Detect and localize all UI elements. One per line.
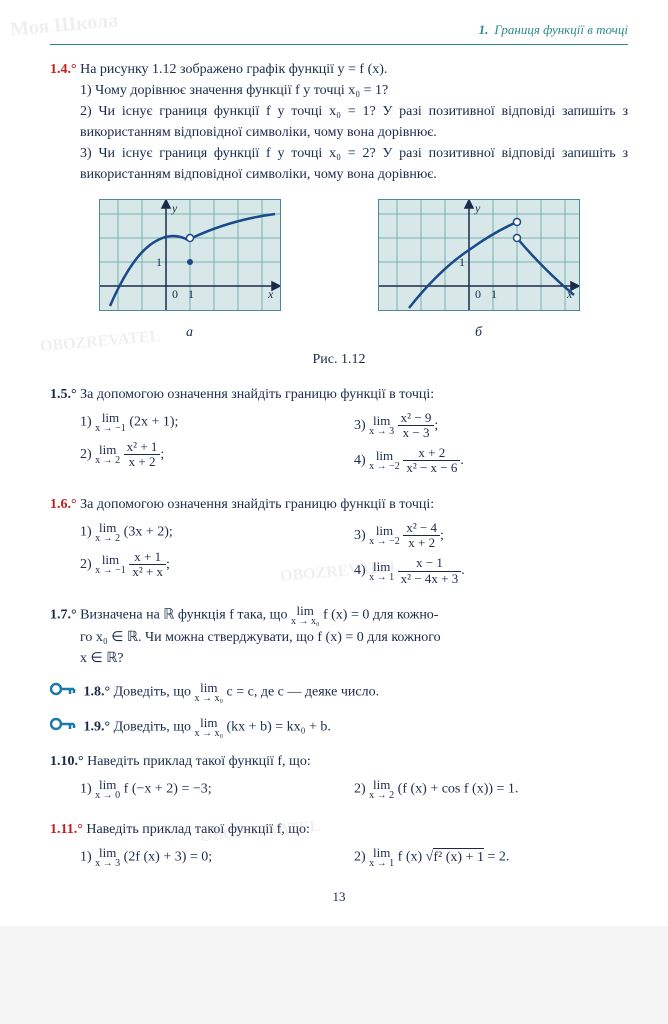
problem-1-11: 1.11.° Наведіть приклад такої функції f,… bbox=[50, 819, 628, 875]
problem-1-5: 1.5.° За допомогою означення знайдіть гр… bbox=[50, 384, 628, 482]
problem-number: 1.5.° bbox=[50, 387, 77, 402]
graph-b-box: 1 0 1 x y б bbox=[378, 199, 580, 343]
text: (kx + b) = kx₀ + b. bbox=[227, 720, 331, 735]
key-icon bbox=[50, 717, 76, 738]
svg-text:y: y bbox=[474, 201, 481, 215]
page-number: 13 bbox=[50, 887, 628, 907]
graph-b-label: б bbox=[378, 322, 580, 343]
graph-a: 1 0 1 x y bbox=[99, 199, 281, 311]
text: x ∈ ℝ? bbox=[80, 648, 628, 669]
problem-number: 1.4.° bbox=[50, 62, 77, 77]
item-2: 2) limx → 2 (f (x) + cos f (x)) = 1. bbox=[354, 778, 628, 801]
problem-number: 1.11.° bbox=[50, 822, 83, 837]
svg-text:1: 1 bbox=[188, 287, 194, 301]
section-number: 1. bbox=[479, 20, 489, 40]
svg-text:1: 1 bbox=[459, 255, 465, 269]
text: го x₀ ∈ ℝ. Чи можна стверджувати, що f (… bbox=[80, 627, 628, 648]
problem-intro: Наведіть приклад такої функції f, що: bbox=[86, 822, 310, 837]
problem-number: 1.10.° bbox=[50, 754, 84, 769]
problem-intro: Наведіть приклад такої функції f, що: bbox=[87, 754, 311, 769]
problem-intro: За допомогою означення знайдіть границю … bbox=[80, 387, 434, 402]
problem-number: 1.7.° bbox=[50, 608, 77, 623]
item-3: 3) limx → 3 x² − 9x − 3; bbox=[354, 411, 628, 441]
page: Моя Школа OBOZREVATEL OBOZREVATEL OBOZRE… bbox=[0, 0, 668, 926]
item-2: 2) limx → 1 f (x) √f² (x) + 1 = 2. bbox=[354, 846, 628, 869]
sub-question-3: 3) Чи існує границя функції f у точці x₀… bbox=[80, 143, 628, 185]
problem-number: 1.8.° bbox=[84, 685, 111, 700]
item-2: 2) limx → −1 x + 1x² + x; bbox=[80, 550, 354, 580]
svg-text:0: 0 bbox=[475, 287, 481, 301]
text: Доведіть, що bbox=[114, 685, 195, 700]
figure-caption: Рис. 1.12 bbox=[50, 349, 628, 370]
svg-text:y: y bbox=[171, 201, 178, 215]
item-1: 1) limx → −1 (2x + 1); bbox=[80, 411, 354, 434]
problem-1-9: 1.9.° Доведіть, що limx → x₀ (kx + b) = … bbox=[50, 716, 628, 739]
problem-1-10: 1.10.° Наведіть приклад такої функції f,… bbox=[50, 751, 628, 807]
svg-text:1: 1 bbox=[491, 287, 497, 301]
svg-text:x: x bbox=[566, 287, 573, 301]
item-1: 1) limx → 0 f (−x + 2) = −3; bbox=[80, 778, 354, 801]
section-header: 1. Границя функції в точці bbox=[50, 20, 628, 45]
item-2: 2) limx → 2 x² + 1x + 2; bbox=[80, 440, 354, 470]
item-1: 1) limx → 2 (3x + 2); bbox=[80, 521, 354, 544]
svg-text:0: 0 bbox=[172, 287, 178, 301]
problem-intro: На рисунку 1.12 зображено графік функції… bbox=[80, 62, 387, 77]
problem-1-6: 1.6.° За допомогою означення знайдіть гр… bbox=[50, 494, 628, 592]
key-icon bbox=[50, 682, 76, 703]
figure-1-12: 1 0 1 x y а bbox=[50, 199, 628, 343]
problem-1-7: 1.7.° Визначена на ℝ функція f така, що … bbox=[50, 604, 628, 669]
graph-a-box: 1 0 1 x y а bbox=[99, 199, 281, 343]
text: f (x) = 0 для кожно- bbox=[323, 608, 439, 623]
section-title: Границя функції в точці bbox=[494, 20, 628, 40]
text: c = c, де c — деяке число. bbox=[227, 685, 380, 700]
item-4: 4) limx → −2 x + 2x² − x − 6. bbox=[354, 446, 628, 476]
problem-1-4: 1.4.° На рисунку 1.12 зображено графік ф… bbox=[50, 59, 628, 185]
problem-intro: За допомогою означення знайдіть границю … bbox=[80, 497, 434, 512]
text: Доведіть, що bbox=[114, 720, 195, 735]
sub-question-1: 1) Чому дорівнює значення функції f у то… bbox=[80, 80, 628, 101]
graph-a-label: а bbox=[99, 322, 281, 343]
graph-b: 1 0 1 x y bbox=[378, 199, 580, 311]
item-3: 3) limx → −2 x² − 4x + 2; bbox=[354, 521, 628, 551]
sub-question-2: 2) Чи існує границя функції f у точці x₀… bbox=[80, 101, 628, 143]
problem-number: 1.6.° bbox=[50, 497, 77, 512]
item-1: 1) limx → 3 (2f (x) + 3) = 0; bbox=[80, 846, 354, 869]
svg-text:x: x bbox=[267, 287, 274, 301]
problem-1-8: 1.8.° Доведіть, що limx → x₀ c = c, де c… bbox=[50, 681, 628, 704]
problem-number: 1.9.° bbox=[84, 720, 111, 735]
text: Визначена на ℝ функція f така, що bbox=[80, 608, 291, 623]
item-4: 4) limx → 1 x − 1x² − 4x + 3. bbox=[354, 556, 628, 586]
svg-text:1: 1 bbox=[156, 255, 162, 269]
